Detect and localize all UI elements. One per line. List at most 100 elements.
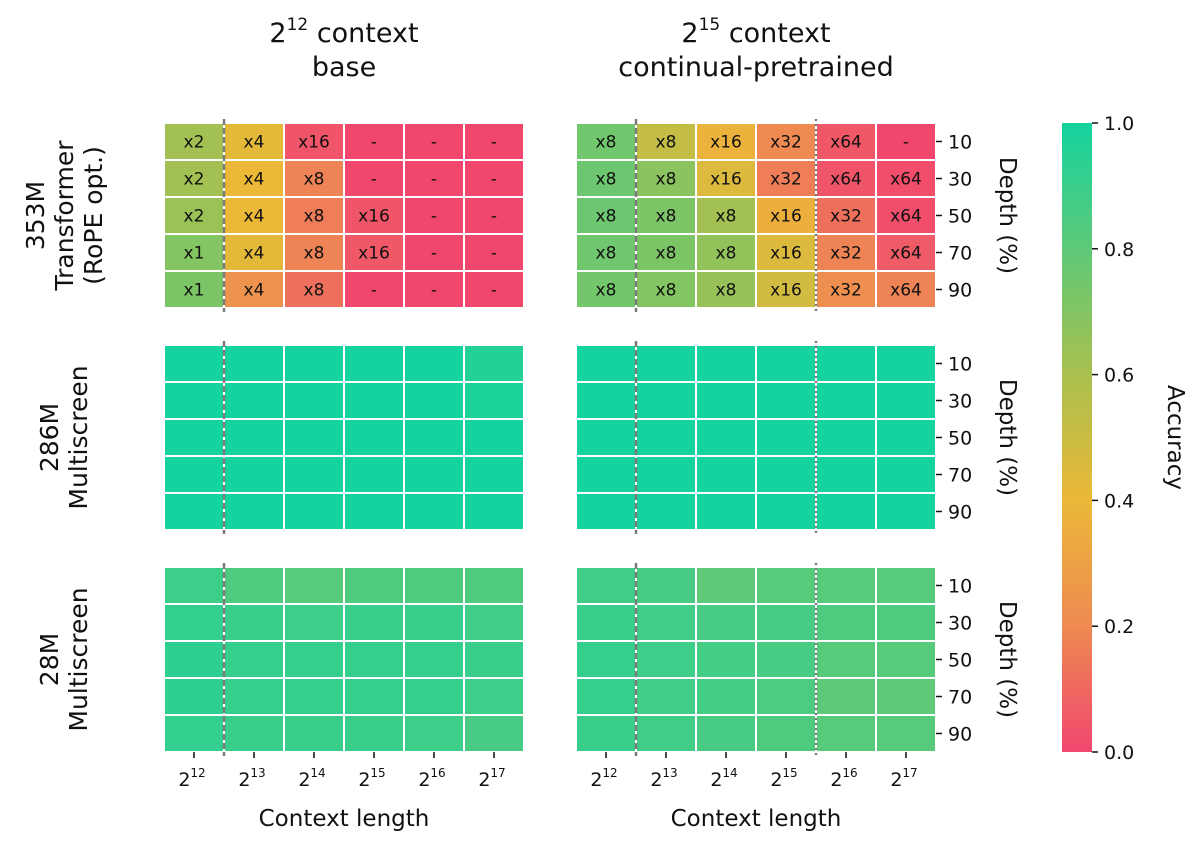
cell-label: - xyxy=(431,207,437,227)
heatmap-cell xyxy=(403,418,465,457)
x-tick-base: 2 xyxy=(298,769,310,791)
x-tick-base: 2 xyxy=(238,769,250,791)
x-tick-label: 217 xyxy=(890,766,917,791)
x-tick-exponent: 17 xyxy=(902,766,917,780)
cell-label: x64 xyxy=(890,244,922,264)
cell-label: x16 xyxy=(358,244,390,264)
y-tick-label: 90 xyxy=(948,280,972,302)
heatmap-cell xyxy=(403,677,465,716)
column-title-rest: context xyxy=(308,18,418,49)
heatmap-cell xyxy=(343,640,405,679)
heatmap-cell xyxy=(635,566,697,605)
heatmap-cell xyxy=(223,233,285,272)
heatmap-cell xyxy=(463,418,525,457)
cell-label: x8 xyxy=(596,281,617,301)
x-axis-label: Context length xyxy=(671,806,842,832)
cell-label: x32 xyxy=(770,133,802,153)
heatmap-cell xyxy=(575,677,637,716)
heatmap-cell xyxy=(635,455,697,494)
x-tick-label: 215 xyxy=(770,766,797,791)
column-title-line1: 212 context xyxy=(269,15,418,49)
cell-label: x8 xyxy=(596,244,617,264)
cell-label: x4 xyxy=(244,133,265,153)
heatmap-cell xyxy=(463,566,525,605)
heatmap-cell xyxy=(163,418,225,457)
x-tick-exponent: 12 xyxy=(602,766,617,780)
cell-label: - xyxy=(491,281,497,301)
heatmap-cell xyxy=(755,455,817,494)
cell-label: - xyxy=(431,244,437,264)
colorbar-tick-label: 0.2 xyxy=(1104,616,1134,638)
heatmap-cell xyxy=(403,603,465,642)
heatmap-cell xyxy=(755,603,817,642)
heatmap-cell xyxy=(695,455,757,494)
column-title-line1: 215 context xyxy=(681,15,830,49)
heatmap-cell xyxy=(575,640,637,679)
heatmap-cell xyxy=(463,270,525,309)
cell-label: x32 xyxy=(830,207,862,227)
y-tick-label: 10 xyxy=(948,354,972,376)
heatmap-cell xyxy=(403,714,465,753)
y-tick-label: 70 xyxy=(948,243,972,265)
heatmap-cell xyxy=(343,566,405,605)
heatmap-cell xyxy=(463,233,525,272)
heatmap-cell xyxy=(163,233,225,272)
y-tick-label: 30 xyxy=(948,391,972,413)
heatmap-cell xyxy=(695,418,757,457)
heatmap-cell xyxy=(695,603,757,642)
y-tick-label: 50 xyxy=(948,428,972,450)
x-tick-label: 214 xyxy=(298,766,325,791)
column-title-line2: continual-pretrained xyxy=(618,52,893,83)
cell-label: - xyxy=(371,133,377,153)
cell-label: - xyxy=(491,244,497,264)
heatmap-cell xyxy=(223,677,285,716)
y-tick-label: 50 xyxy=(948,650,972,672)
heatmap-cell xyxy=(343,159,405,198)
heatmap-cell xyxy=(755,122,817,161)
y-tick-label: 70 xyxy=(948,687,972,709)
heatmap-cell xyxy=(403,566,465,605)
heatmap-cell xyxy=(283,566,345,605)
heatmap-cell xyxy=(463,714,525,753)
cell-label: x8 xyxy=(716,207,737,227)
heatmap-cell xyxy=(223,455,285,494)
cell-label: x4 xyxy=(244,207,265,227)
row-title-line1: 286M xyxy=(35,403,64,472)
heatmap-cell xyxy=(163,381,225,420)
heatmap-cell xyxy=(575,344,637,383)
y-tick-label: 30 xyxy=(948,169,972,191)
cell-label: - xyxy=(903,133,909,153)
heatmap-panel-0-1: x8 x8 x16 x32 x64 - x8 x8 x16 x32 x64 x64 x8 x8 x8 x16 x… xyxy=(575,119,937,312)
heatmap-cell xyxy=(815,566,877,605)
heatmap-cell xyxy=(815,344,877,383)
heatmap-cell xyxy=(635,381,697,420)
cell-label: x2 xyxy=(184,170,205,190)
heatmap-cell xyxy=(815,418,877,457)
x-axis-label: Context length xyxy=(259,806,430,832)
y-tick-label: 90 xyxy=(948,724,972,746)
cell-label: x16 xyxy=(710,133,742,153)
x-tick-exponent: 13 xyxy=(250,766,265,780)
heatmap-cell xyxy=(343,381,405,420)
heatmap-cell xyxy=(755,492,817,531)
x-tick-exponent: 15 xyxy=(782,766,797,780)
heatmap-cell xyxy=(635,714,697,753)
heatmap-cell xyxy=(815,640,877,679)
cell-label: x1 xyxy=(184,244,205,264)
heatmap-cell xyxy=(695,566,757,605)
cell-label: x8 xyxy=(304,170,325,190)
heatmap-cell xyxy=(223,196,285,235)
colorbar: 0.0 0.2 0.4 0.6 0.8 1.0 Accuracy xyxy=(1062,113,1188,764)
heatmap-panel-0-0: x2 x4 x16 - - - x2 x4 x8 - - - x2 x4 x8 x16 - - x1 x4 x8 x16 -… xyxy=(163,119,525,312)
cell-label: x16 xyxy=(710,170,742,190)
x-tick-base: 2 xyxy=(418,769,430,791)
y-tick-label: 10 xyxy=(948,132,972,154)
heatmap-cell xyxy=(403,492,465,531)
heatmap-cell xyxy=(463,122,525,161)
heatmap-cell xyxy=(163,344,225,383)
heatmap-cell xyxy=(755,640,817,679)
x-tick-exponent: 14 xyxy=(722,766,737,780)
row-title-line1: 28M xyxy=(35,633,64,686)
cell-label: x8 xyxy=(596,133,617,153)
